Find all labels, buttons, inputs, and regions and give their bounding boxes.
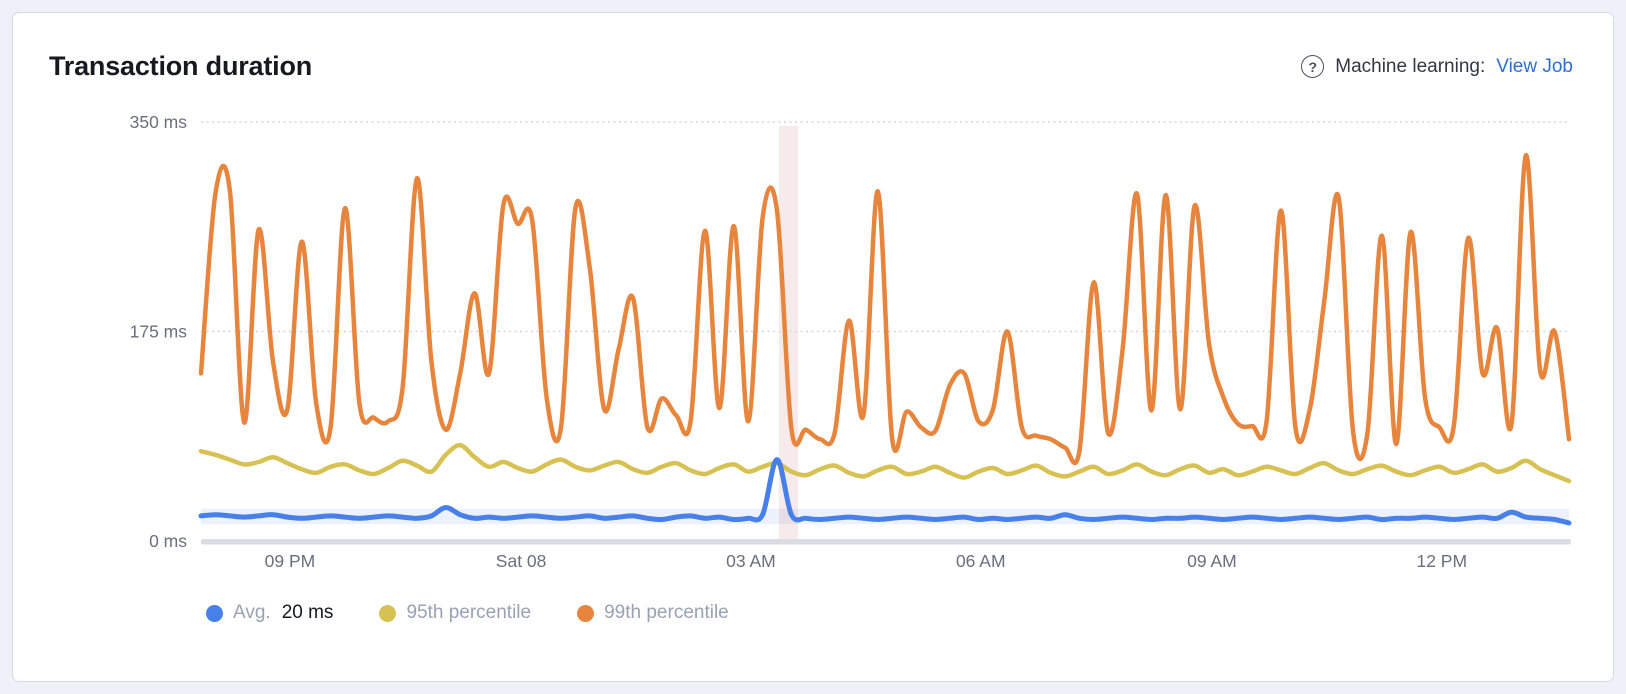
series-line-99th-percentile (198, 153, 1572, 465)
y-axis-tick-label: 175 ms (130, 322, 188, 342)
legend-item-99th[interactable]: 99th percentile (577, 602, 729, 624)
chart-legend: Avg. 20 ms 95th percentile 99th percenti… (206, 602, 729, 624)
legend-dot-99th (577, 604, 595, 622)
question-circle-icon[interactable]: ? (1301, 55, 1325, 78)
view-job-link[interactable]: View Job (1496, 55, 1573, 77)
legend-label-99th: 99th percentile (604, 602, 729, 623)
legend-item-avg[interactable]: Avg. 20 ms (206, 602, 333, 624)
x-axis-tick-label: 12 PM (1416, 551, 1467, 571)
latency-line-chart[interactable]: 350 ms 175 ms 0 ms 09 PM Sat 08 03 AM 06 AM 09 … (13, 103, 1615, 585)
x-axis-tick-label: Sat 08 (496, 551, 547, 571)
legend-item-95th[interactable]: 95th percentile (379, 602, 531, 624)
legend-value-avg: 20 ms (281, 602, 334, 623)
x-axis-line (201, 539, 1571, 545)
machine-learning-group: ? Machine learning: View Job (1301, 55, 1573, 78)
legend-label-95th: 95th percentile (406, 602, 532, 623)
machine-learning-label: Machine learning: (1335, 55, 1486, 77)
legend-dot-avg (206, 604, 223, 622)
series-line-95th-percentile (198, 442, 1572, 484)
panel-title: Transaction duration (49, 51, 313, 81)
legend-dot-95th (379, 604, 397, 622)
y-axis-tick-label: 0 ms (149, 531, 187, 551)
legend-label-avg: Avg. (233, 602, 271, 623)
x-axis-tick-label: 03 AM (726, 551, 776, 571)
series-line-avg- (198, 457, 1572, 526)
x-axis-tick-label: 06 AM (956, 551, 1006, 571)
transaction-duration-panel: Transaction duration ? Machine learning:… (12, 12, 1614, 682)
panel-header: Transaction duration ? Machine learning:… (49, 51, 1573, 82)
x-axis-tick-label: 09 AM (1187, 551, 1237, 571)
y-axis-tick-label: 350 ms (130, 112, 188, 132)
x-axis-tick-label: 09 PM (265, 551, 316, 571)
